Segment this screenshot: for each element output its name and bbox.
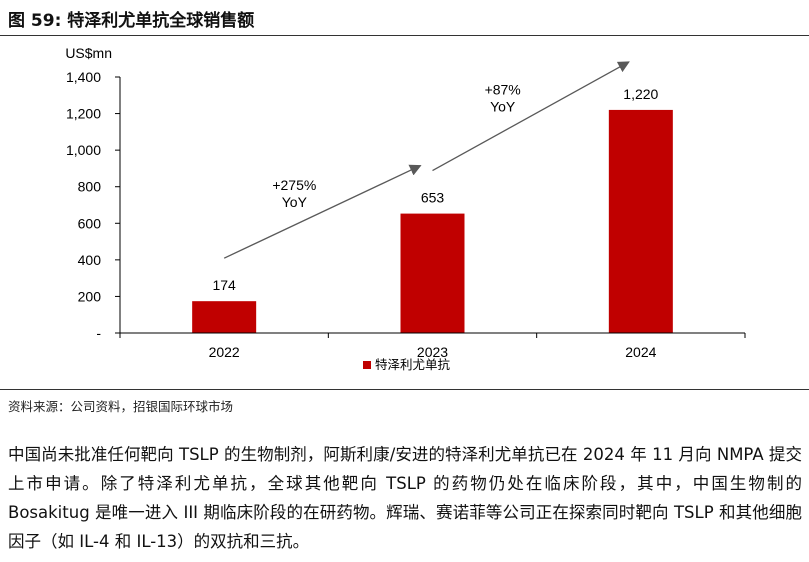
body-paragraph: 中国尚未批准任何靶向 TSLP 的生物制剂，阿斯利康/安进的特泽利尤单抗已在 2… xyxy=(8,445,802,551)
source-note: 资料来源：公司资料，招银国际环球市场 xyxy=(8,399,234,414)
yoy-arrow xyxy=(432,61,630,172)
top-rule xyxy=(0,35,809,36)
y-tick-label: - xyxy=(96,325,101,341)
x-tick-label: 2022 xyxy=(209,344,240,360)
legend-label: 特泽利尤单抗 xyxy=(375,357,451,372)
bar-2024 xyxy=(608,109,673,334)
y-tick-label: 400 xyxy=(78,252,102,268)
yoy-label: YoY xyxy=(490,98,516,114)
bar-2023 xyxy=(400,213,465,333)
legend-swatch xyxy=(363,361,371,369)
y-tick-label: 1,200 xyxy=(66,106,101,122)
y-tick-label: 800 xyxy=(78,179,102,195)
data-label: 1,220 xyxy=(623,86,658,102)
x-tick-label: 2024 xyxy=(625,344,656,360)
yoy-label: +87% xyxy=(485,81,521,97)
yoy-label: YoY xyxy=(282,194,308,210)
yoy-arrow xyxy=(223,164,422,259)
bottom-rule xyxy=(0,389,809,390)
data-label: 653 xyxy=(421,190,445,206)
y-axis-unit-label: US$mn xyxy=(65,45,112,61)
yoy-label: +275% xyxy=(272,177,316,193)
y-tick-label: 600 xyxy=(78,215,102,231)
y-tick-label: 1,400 xyxy=(66,69,101,85)
bar-2022 xyxy=(192,301,257,333)
x-tick-label: 2023 xyxy=(417,344,448,360)
y-tick-label: 200 xyxy=(78,288,102,304)
bar-chart: US$mn - 200 400 600 800 1,000 1,200 1,400 174 65… xyxy=(65,45,746,372)
figure-title: 图 59: 特泽利尤单抗全球销售额 xyxy=(8,11,255,31)
y-tick-label: 1,000 xyxy=(66,142,101,158)
data-label: 174 xyxy=(212,277,236,293)
